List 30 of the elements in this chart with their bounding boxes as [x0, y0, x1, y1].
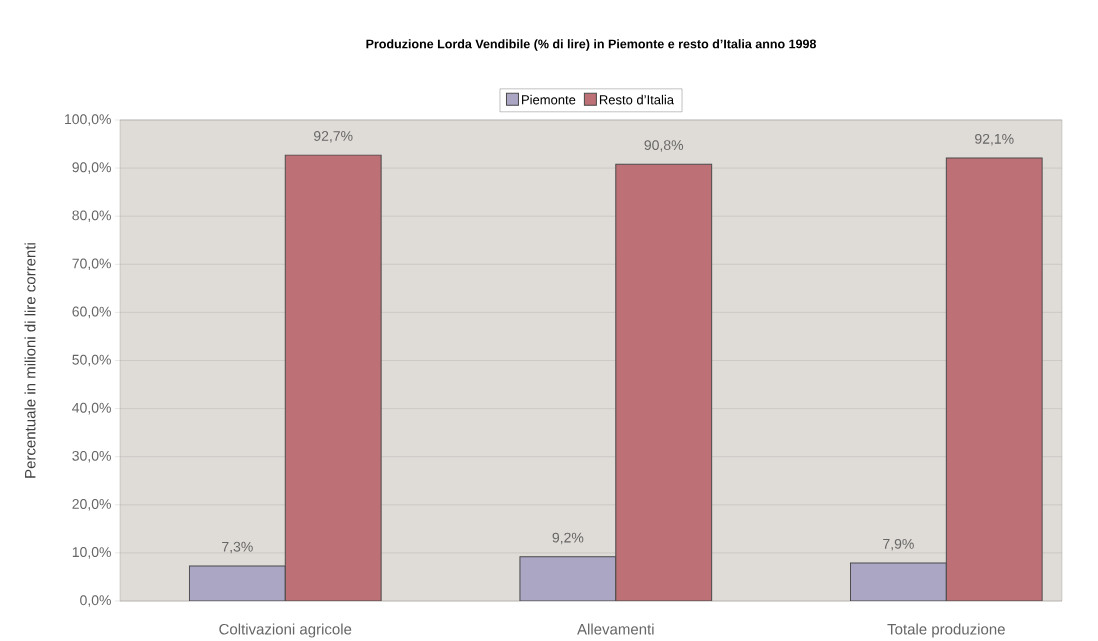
y-tick-label: 40,0%	[72, 402, 111, 415]
y-tick-label: 0,0%	[80, 595, 111, 607]
chart-title: Produzione Lorda Vendibile (% di lire) in Piemonte e resto d’Italia anno 1998	[366, 39, 817, 51]
bar	[945, 157, 1043, 601]
y-tick-label: 60,0%	[72, 306, 111, 319]
data-label: 92,1%	[975, 133, 1014, 146]
y-axis-title: Percentuale in milioni di lire correnti	[24, 243, 36, 478]
y-tick-label: 20,0%	[72, 499, 111, 511]
x-tick-label: Coltivazioni agricole	[219, 623, 352, 638]
y-tick-label: 70,0%	[72, 258, 111, 271]
data-label: 92,7%	[314, 131, 353, 143]
y-tick-label: 30,0%	[72, 450, 111, 463]
y-tick-label: 10,0%	[72, 547, 111, 559]
bar	[519, 556, 617, 601]
data-label: 9,2%	[552, 532, 584, 545]
bar	[284, 154, 382, 601]
bar	[849, 562, 947, 601]
bar	[615, 163, 713, 601]
y-tick-label: 80,0%	[72, 210, 111, 222]
y-tick-label: 50,0%	[72, 354, 111, 367]
legend-label: Resto d’Italia	[599, 94, 675, 105]
data-label: 90,8%	[644, 140, 684, 152]
y-tick-label: 100,0%	[65, 114, 111, 126]
x-tick-label: Allevamenti	[577, 623, 654, 635]
x-tick-label: Totale produzione	[887, 623, 1005, 638]
data-label: 7,3%	[222, 541, 253, 554]
data-label: 7,9%	[883, 538, 914, 551]
legend-label: Piemonte	[522, 94, 576, 105]
y-tick-label: 90,0%	[72, 162, 111, 174]
bar	[188, 565, 286, 601]
